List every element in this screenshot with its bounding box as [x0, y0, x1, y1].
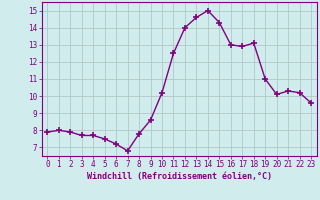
X-axis label: Windchill (Refroidissement éolien,°C): Windchill (Refroidissement éolien,°C): [87, 172, 272, 181]
